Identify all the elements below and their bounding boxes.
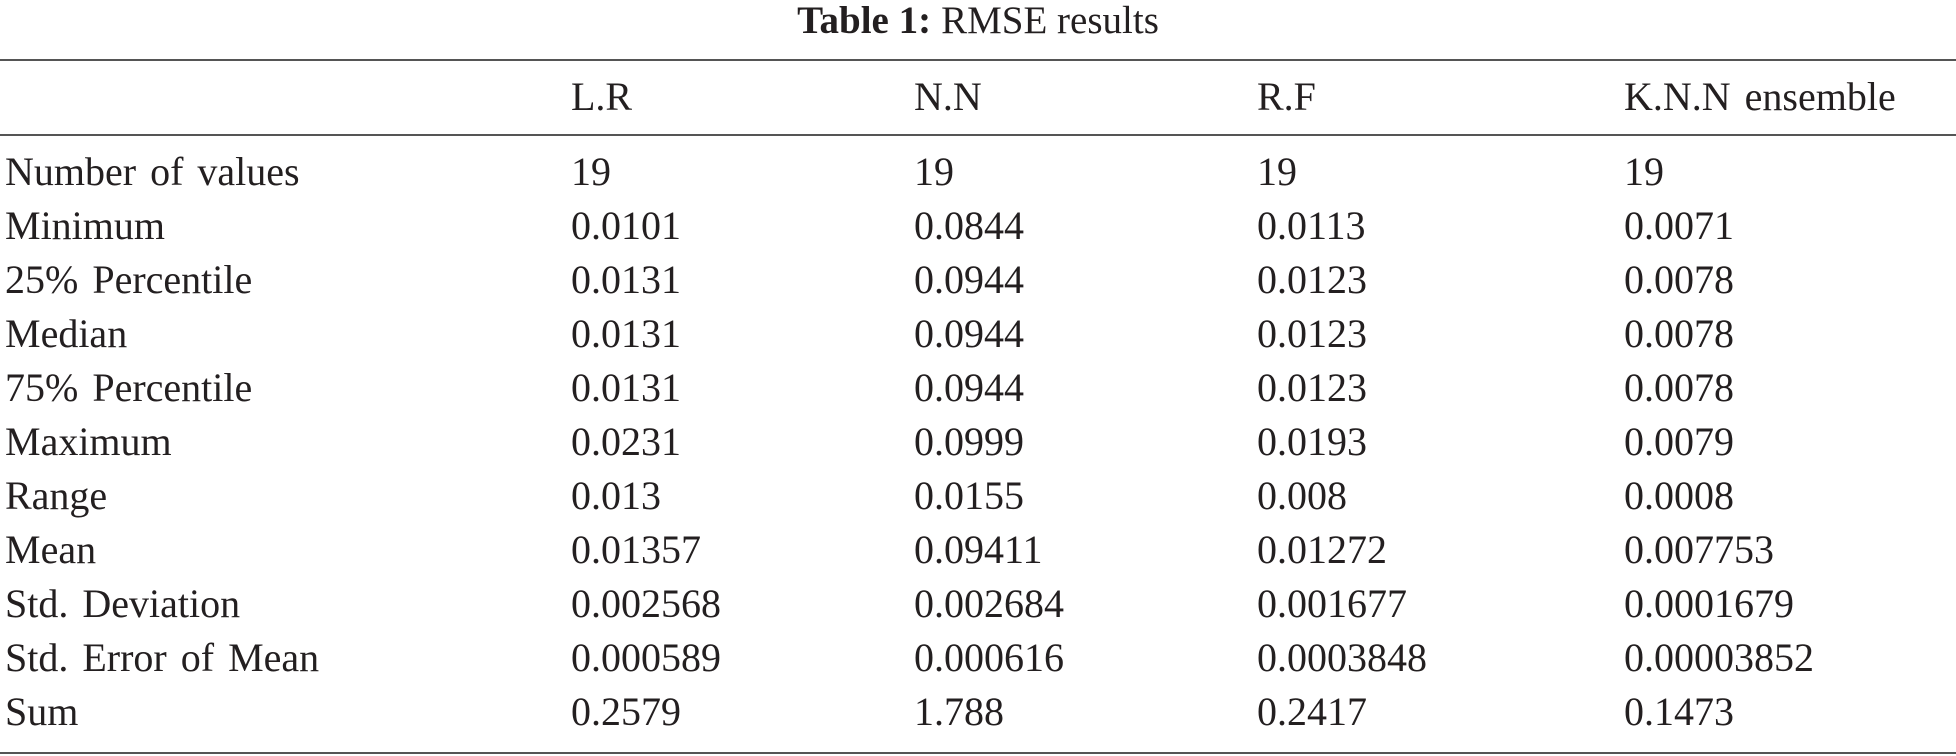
cell: 0.01357	[571, 527, 701, 572]
cell: 0.0231	[571, 419, 681, 464]
row-label: Median	[5, 311, 128, 356]
row-label: Sum	[5, 689, 79, 734]
cell: 0.007753	[1624, 527, 1774, 572]
cell: 0.0101	[571, 203, 681, 248]
cell: 0.0131	[571, 257, 681, 302]
row-label: Mean	[5, 527, 97, 572]
cell: 1.788	[914, 689, 1004, 734]
cell: 0.0078	[1624, 311, 1734, 356]
cell: 0.013	[571, 473, 661, 518]
cell: 0.0003848	[1257, 635, 1427, 680]
cell: 19	[914, 149, 954, 194]
cell: 0.0079	[1624, 419, 1734, 464]
cell: 0.0844	[914, 203, 1024, 248]
caption-text: RMSE results	[941, 0, 1159, 42]
cell: 0.0001679	[1624, 581, 1794, 626]
row-label: 75% Percentile	[5, 365, 253, 410]
cell: 0.09411	[914, 527, 1043, 572]
row-label: Maximum	[5, 419, 172, 464]
cell: 0.0008	[1624, 473, 1734, 518]
table-caption: Table 1: RMSE results	[0, 0, 1956, 42]
cell: 0.0123	[1257, 311, 1367, 356]
cell: 0.0944	[914, 311, 1024, 356]
cell: 0.002568	[571, 581, 721, 626]
cell: 0.1473	[1624, 689, 1734, 734]
bottom-rule	[0, 752, 1956, 754]
column-header: L.R	[571, 74, 633, 119]
cell: 0.0944	[914, 365, 1024, 410]
cell: 0.0155	[914, 473, 1024, 518]
cell: 0.2579	[571, 689, 681, 734]
cell: 0.0193	[1257, 419, 1367, 464]
cell: 0.0131	[571, 365, 681, 410]
row-label: Number of values	[5, 149, 300, 194]
cell: 0.0999	[914, 419, 1024, 464]
top-rule	[0, 59, 1956, 61]
cell: 0.001677	[1257, 581, 1407, 626]
cell: 0.0131	[571, 311, 681, 356]
cell: 0.000616	[914, 635, 1064, 680]
cell: 0.01272	[1257, 527, 1387, 572]
caption-label: Table 1:	[797, 0, 932, 42]
cell: 0.0123	[1257, 365, 1367, 410]
cell: 0.0113	[1257, 203, 1366, 248]
column-header: R.F	[1257, 74, 1316, 119]
column-header: K.N.N ensemble	[1624, 74, 1896, 119]
row-label: Minimum	[5, 203, 166, 248]
cell: 0.00003852	[1624, 635, 1814, 680]
cell: 0.0078	[1624, 365, 1734, 410]
cell: 0.000589	[571, 635, 721, 680]
cell: 0.0944	[914, 257, 1024, 302]
cell: 0.002684	[914, 581, 1064, 626]
header-rule	[0, 134, 1956, 136]
row-label: Std. Error of Mean	[5, 635, 320, 680]
row-label: Range	[5, 473, 108, 518]
cell: 0.0071	[1624, 203, 1734, 248]
row-label: Std. Deviation	[5, 581, 241, 626]
column-header: N.N	[914, 74, 982, 119]
cell: 19	[1257, 149, 1297, 194]
row-label: 25% Percentile	[5, 257, 253, 302]
cell: 0.0123	[1257, 257, 1367, 302]
cell: 19	[1624, 149, 1664, 194]
cell: 0.0078	[1624, 257, 1734, 302]
cell: 0.2417	[1257, 689, 1367, 734]
cell: 19	[571, 149, 611, 194]
cell: 0.008	[1257, 473, 1347, 518]
